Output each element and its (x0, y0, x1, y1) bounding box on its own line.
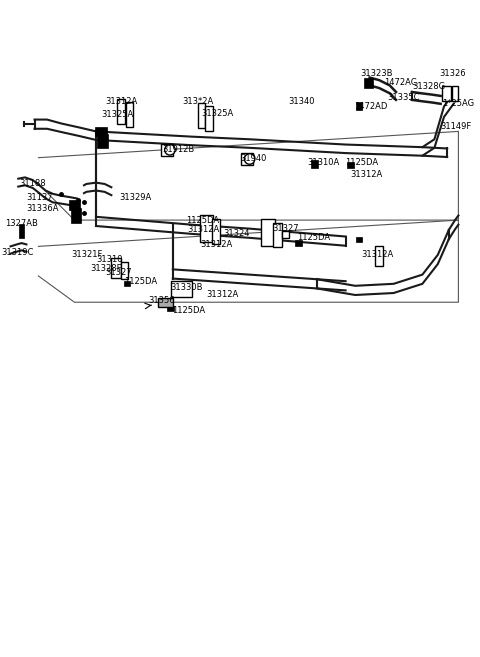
Bar (282, 231, 289, 238)
Bar (71, 208, 81, 223)
Bar (117, 99, 125, 124)
Text: 31321F: 31321F (71, 250, 102, 260)
Bar (200, 215, 213, 242)
Text: 31137: 31137 (26, 193, 53, 202)
Text: 31327: 31327 (273, 224, 299, 233)
Bar (356, 102, 362, 110)
Text: 31149F: 31149F (441, 122, 472, 131)
Text: 1327AB: 1327AB (5, 219, 37, 228)
Bar (121, 262, 128, 279)
Text: 1125DA: 1125DA (345, 158, 378, 168)
Text: 31325A: 31325A (101, 110, 133, 120)
Text: 31329A: 31329A (119, 193, 151, 202)
Bar (126, 102, 133, 127)
Bar (124, 281, 130, 286)
Text: 313*2A: 313*2A (182, 97, 214, 106)
Text: 1125DA: 1125DA (124, 277, 157, 286)
Bar (167, 306, 174, 311)
Text: 31312A: 31312A (106, 97, 138, 106)
Text: 31312A: 31312A (206, 290, 239, 299)
Text: 1125DA: 1125DA (186, 215, 219, 225)
Bar (261, 219, 275, 246)
Text: 31335C: 31335C (387, 93, 420, 102)
Text: 31319C: 31319C (1, 248, 33, 258)
Bar (19, 224, 24, 238)
Text: 31312A: 31312A (350, 170, 383, 179)
Ellipse shape (244, 154, 255, 164)
Bar (171, 281, 192, 297)
Bar (442, 86, 451, 101)
Bar (375, 246, 383, 266)
Text: 31327: 31327 (106, 268, 132, 277)
Bar (364, 78, 373, 88)
Text: 31326: 31326 (439, 69, 466, 78)
Text: 31940: 31940 (240, 154, 266, 164)
Text: 31312A: 31312A (361, 250, 393, 260)
Text: 31356: 31356 (148, 296, 174, 306)
Text: 31188: 31188 (19, 179, 46, 189)
Bar (356, 237, 362, 242)
Bar (452, 86, 458, 101)
Text: 31324: 31324 (224, 229, 250, 238)
Bar (311, 160, 318, 168)
Text: 1125DA: 1125DA (172, 306, 205, 315)
Bar (97, 134, 108, 148)
Bar (273, 223, 282, 247)
Bar (161, 144, 173, 156)
Ellipse shape (165, 145, 175, 155)
Text: 31328F: 31328F (90, 263, 122, 273)
Bar (69, 200, 80, 210)
Text: 31328G: 31328G (412, 82, 445, 91)
Bar (198, 103, 205, 128)
Text: 31336A: 31336A (26, 204, 59, 214)
Text: 31310A: 31310A (307, 158, 339, 168)
Text: 1472AC: 1472AC (384, 78, 417, 87)
Text: 1*25AG: 1*25AG (442, 99, 474, 108)
Text: 1472AD: 1472AD (354, 102, 388, 111)
Text: 31312A: 31312A (187, 225, 219, 235)
Text: 31330B: 31330B (170, 283, 203, 292)
Bar (212, 219, 220, 244)
Text: 31325A: 31325A (202, 108, 234, 118)
Bar (295, 240, 302, 246)
Text: 31310: 31310 (96, 255, 122, 264)
Bar (205, 106, 213, 131)
Bar (111, 258, 121, 278)
Bar (241, 153, 253, 165)
Text: 31340: 31340 (288, 97, 314, 106)
Bar (158, 298, 173, 307)
Text: 1125DA: 1125DA (297, 233, 330, 242)
Text: 31323B: 31323B (360, 69, 393, 78)
Text: 31912B: 31912B (162, 145, 194, 154)
Text: 31312A: 31312A (201, 240, 233, 249)
Bar (347, 162, 354, 168)
Bar (95, 127, 107, 136)
